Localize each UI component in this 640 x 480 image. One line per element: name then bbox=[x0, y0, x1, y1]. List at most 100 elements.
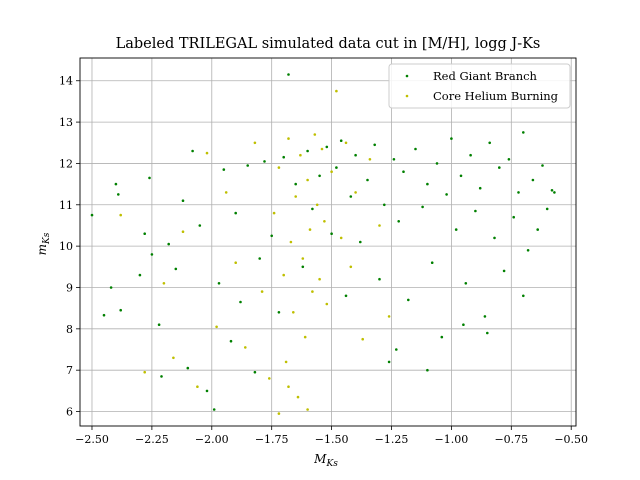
data-point bbox=[414, 147, 417, 151]
data-point bbox=[102, 313, 106, 317]
data-point bbox=[162, 282, 166, 285]
data-point bbox=[359, 240, 362, 244]
data-point bbox=[464, 282, 468, 285]
data-point bbox=[373, 143, 377, 147]
data-point bbox=[361, 337, 365, 341]
plot-area: −2.50 −2.25 −2.00 −1.75 −1.50 −1.25 −1.00 −0.75… bbox=[59, 57, 588, 446]
data-point bbox=[215, 325, 218, 329]
y-axis-label: mKs bbox=[35, 232, 52, 255]
data-point bbox=[459, 174, 463, 178]
data-point bbox=[550, 189, 554, 192]
data-point bbox=[284, 360, 288, 364]
data-point bbox=[474, 209, 477, 213]
data-point bbox=[299, 153, 302, 157]
data-point bbox=[478, 186, 482, 190]
data-point bbox=[553, 191, 556, 194]
data-point bbox=[315, 203, 319, 207]
data-point bbox=[306, 408, 309, 411]
data-point bbox=[117, 193, 120, 196]
series-0 bbox=[90, 73, 556, 411]
data-point bbox=[426, 182, 429, 186]
chart-title: Labeled TRILEGAL simulated data cut in [… bbox=[116, 36, 541, 52]
data-point bbox=[507, 158, 511, 161]
data-point bbox=[397, 220, 401, 223]
data-point bbox=[191, 149, 194, 153]
data-point bbox=[325, 302, 329, 306]
y-axis-label-base: m bbox=[35, 244, 49, 255]
data-point bbox=[181, 199, 185, 202]
data-point bbox=[239, 300, 242, 304]
data-point bbox=[196, 385, 199, 389]
legend-box bbox=[388, 63, 571, 109]
data-point bbox=[541, 164, 544, 167]
data-point bbox=[303, 335, 307, 339]
data-point bbox=[522, 294, 525, 298]
data-point bbox=[270, 234, 274, 238]
y-tick-label: 12 bbox=[59, 157, 73, 170]
data-point bbox=[246, 164, 249, 167]
data-point bbox=[234, 211, 237, 215]
data-point bbox=[160, 375, 163, 378]
data-point bbox=[349, 195, 353, 198]
x-axis-label: MKs bbox=[313, 452, 338, 469]
series-1 bbox=[119, 89, 391, 415]
data-point bbox=[234, 261, 237, 265]
data-point bbox=[502, 269, 506, 273]
data-point bbox=[387, 360, 391, 364]
data-point bbox=[545, 207, 549, 211]
data-point bbox=[469, 153, 472, 157]
data-point bbox=[258, 257, 262, 260]
data-point bbox=[263, 160, 266, 163]
x-axis-label-sub: Ks bbox=[325, 459, 338, 469]
x-axis-label-base: M bbox=[313, 452, 327, 466]
data-point bbox=[311, 207, 314, 211]
data-point bbox=[531, 178, 535, 182]
data-point bbox=[402, 170, 405, 173]
data-point bbox=[114, 182, 118, 186]
data-point bbox=[306, 178, 309, 182]
data-point bbox=[292, 311, 295, 314]
svg-text:MKs: MKs bbox=[313, 452, 338, 469]
data-point bbox=[349, 265, 353, 269]
data-point bbox=[119, 213, 122, 217]
data-point bbox=[498, 166, 501, 169]
data-point bbox=[450, 137, 453, 140]
data-point bbox=[167, 242, 170, 246]
x-tick-label: −1.00 bbox=[435, 433, 469, 446]
data-point bbox=[512, 215, 515, 219]
data-point bbox=[330, 170, 333, 173]
data-point bbox=[536, 228, 539, 231]
data-point bbox=[157, 323, 161, 327]
y-tick-label: 9 bbox=[66, 281, 73, 294]
data-point bbox=[289, 240, 293, 244]
x-tick-label: −1.50 bbox=[315, 433, 349, 446]
data-point bbox=[440, 335, 444, 339]
data-point bbox=[339, 236, 343, 240]
x-tick-label: −0.75 bbox=[494, 433, 528, 446]
data-point bbox=[318, 174, 321, 178]
data-point bbox=[378, 224, 381, 227]
data-point bbox=[488, 141, 492, 145]
data-point bbox=[387, 315, 391, 318]
data-point bbox=[522, 131, 525, 134]
data-point bbox=[138, 273, 142, 277]
data-point bbox=[313, 133, 317, 136]
data-point bbox=[143, 232, 146, 235]
data-point bbox=[378, 277, 381, 281]
data-point bbox=[344, 294, 348, 298]
data-point bbox=[90, 213, 94, 217]
data-point bbox=[354, 191, 357, 194]
axes-frame bbox=[79, 57, 577, 427]
data-point bbox=[205, 151, 209, 155]
data-point bbox=[407, 298, 410, 302]
data-point bbox=[354, 153, 357, 157]
data-point bbox=[222, 168, 226, 171]
y-tick-label: 6 bbox=[66, 406, 73, 419]
data-point bbox=[277, 412, 281, 415]
data-point bbox=[430, 261, 434, 265]
data-point bbox=[339, 139, 343, 142]
data-point bbox=[395, 348, 398, 351]
data-point bbox=[260, 290, 264, 293]
y-axis-label-sub: Ks bbox=[42, 232, 52, 245]
data-point bbox=[224, 191, 228, 194]
